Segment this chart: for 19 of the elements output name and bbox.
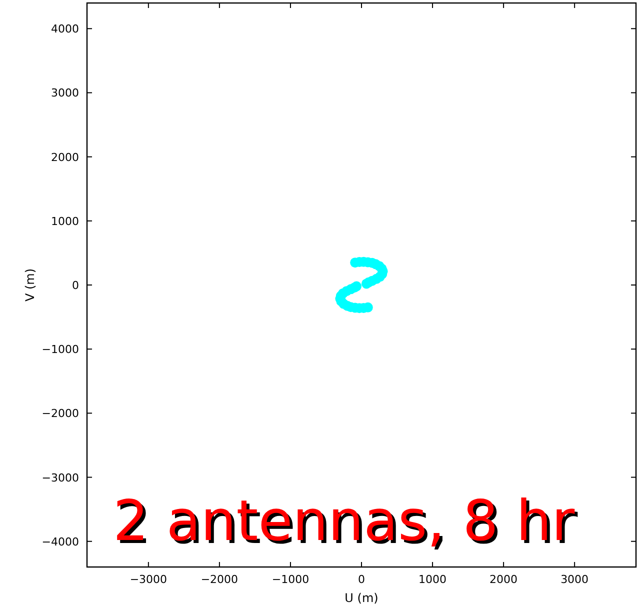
annotation: 2 antennas, 8 hr	[116, 492, 579, 557]
x-tick-label: 2000	[490, 573, 518, 586]
y-axis-title: V (m)	[23, 268, 37, 302]
x-tick-label: 0	[358, 573, 365, 586]
y-tick-label: 0	[72, 279, 79, 292]
y-tick-label: 2000	[51, 150, 79, 164]
y-tick-label: −1000	[42, 343, 79, 356]
x-tick-label: 1000	[418, 573, 447, 586]
x-tick-label: 3000	[560, 573, 589, 586]
x-axis-title: U (m)	[344, 591, 378, 605]
y-tick-label: −3000	[42, 471, 79, 484]
x-tick-label: −1000	[272, 573, 310, 586]
y-tick-label: −2000	[42, 407, 79, 420]
y-tick-label: 1000	[51, 214, 79, 228]
y-tick-label: −4000	[42, 535, 79, 548]
x-tick-label: −3000	[130, 573, 168, 586]
y-tick-label: 3000	[51, 86, 79, 100]
y-tick-label: 4000	[51, 22, 79, 36]
x-tick-label: −2000	[200, 573, 238, 586]
